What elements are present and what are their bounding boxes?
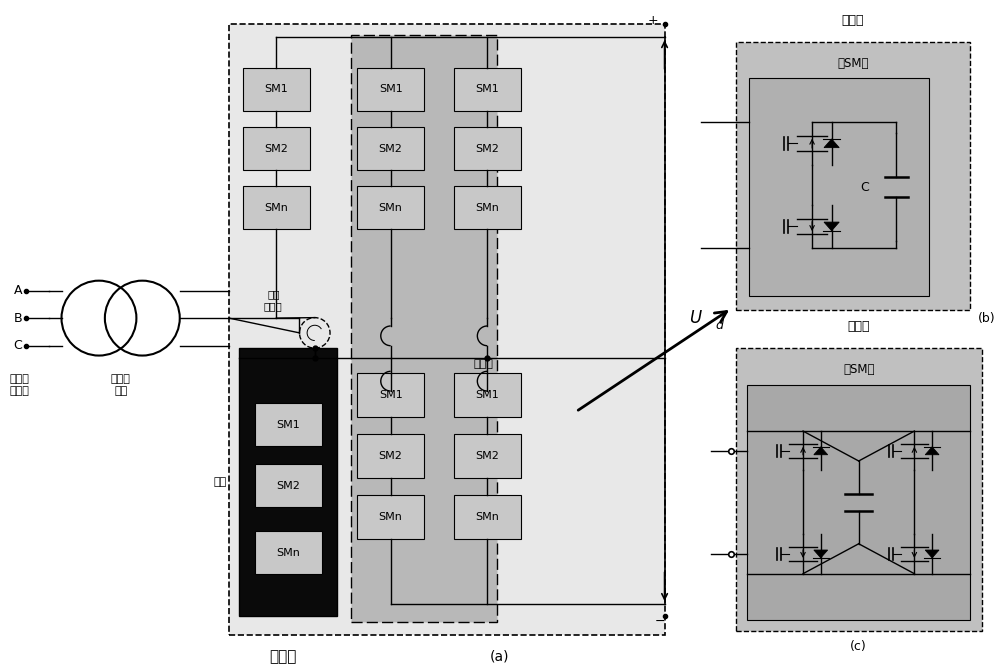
Text: SM2: SM2	[379, 143, 403, 153]
Text: d: d	[716, 320, 724, 332]
Bar	[351, 36, 497, 622]
Bar	[749, 78, 929, 296]
Polygon shape	[925, 550, 939, 558]
Text: 交流网
侧端口: 交流网 侧端口	[9, 374, 29, 397]
Text: U: U	[689, 309, 701, 327]
Text: SM1: SM1	[475, 84, 499, 94]
Text: 换流阀: 换流阀	[270, 649, 297, 664]
Text: 桥臂: 桥臂	[214, 476, 227, 486]
Text: +: +	[647, 14, 658, 27]
Text: SMn: SMn	[379, 203, 403, 213]
Text: (a): (a)	[489, 649, 509, 663]
Text: SM2: SM2	[264, 143, 288, 153]
Text: 子模块: 子模块	[842, 15, 864, 27]
Text: 相单元: 相单元	[473, 358, 493, 369]
Text: （SM）: （SM）	[843, 363, 874, 376]
Polygon shape	[824, 222, 839, 230]
Bar	[454, 496, 521, 539]
Text: 子模块: 子模块	[847, 320, 870, 333]
Bar	[736, 42, 970, 310]
Bar	[357, 496, 424, 539]
Bar	[357, 373, 424, 417]
Bar	[255, 531, 322, 574]
Bar	[255, 403, 322, 446]
Text: SMn: SMn	[475, 203, 499, 213]
Text: SM2: SM2	[276, 480, 300, 490]
Text: SM1: SM1	[264, 84, 288, 94]
Bar	[454, 186, 521, 229]
Text: C: C	[13, 339, 22, 352]
Bar	[454, 373, 521, 417]
Bar	[357, 127, 424, 170]
Polygon shape	[925, 447, 939, 455]
Text: (b): (b)	[978, 312, 996, 324]
Bar	[454, 127, 521, 170]
Text: B: B	[13, 312, 22, 324]
Bar	[243, 186, 310, 229]
Text: SMn: SMn	[276, 547, 300, 557]
Bar	[454, 434, 521, 478]
Text: SM1: SM1	[475, 390, 499, 400]
Text: SMn: SMn	[475, 512, 499, 522]
Bar	[454, 68, 521, 111]
Bar	[255, 464, 322, 507]
Text: SM1: SM1	[276, 419, 300, 429]
Bar	[357, 434, 424, 478]
Text: 桥臂
电抗器: 桥臂 电抗器	[264, 289, 283, 312]
Bar	[243, 127, 310, 170]
Text: SMn: SMn	[379, 512, 403, 522]
Bar	[747, 385, 970, 620]
Text: SMn: SMn	[264, 203, 288, 213]
Text: (c): (c)	[850, 640, 867, 653]
Bar	[357, 68, 424, 111]
Bar	[736, 348, 982, 631]
Bar	[229, 25, 665, 635]
Text: SM2: SM2	[379, 451, 403, 461]
Text: SM1: SM1	[379, 390, 403, 400]
Bar	[239, 348, 337, 616]
Bar	[243, 68, 310, 111]
Text: −: −	[654, 615, 665, 628]
Polygon shape	[824, 139, 839, 147]
Polygon shape	[814, 550, 828, 558]
Text: （SM）: （SM）	[837, 58, 869, 70]
Text: 交流变
压器: 交流变 压器	[111, 374, 131, 397]
Text: SM2: SM2	[475, 451, 499, 461]
Text: C: C	[860, 180, 869, 194]
Text: SM1: SM1	[379, 84, 403, 94]
Bar	[357, 186, 424, 229]
Polygon shape	[814, 447, 828, 455]
Text: SM2: SM2	[475, 143, 499, 153]
Text: A: A	[14, 284, 22, 297]
